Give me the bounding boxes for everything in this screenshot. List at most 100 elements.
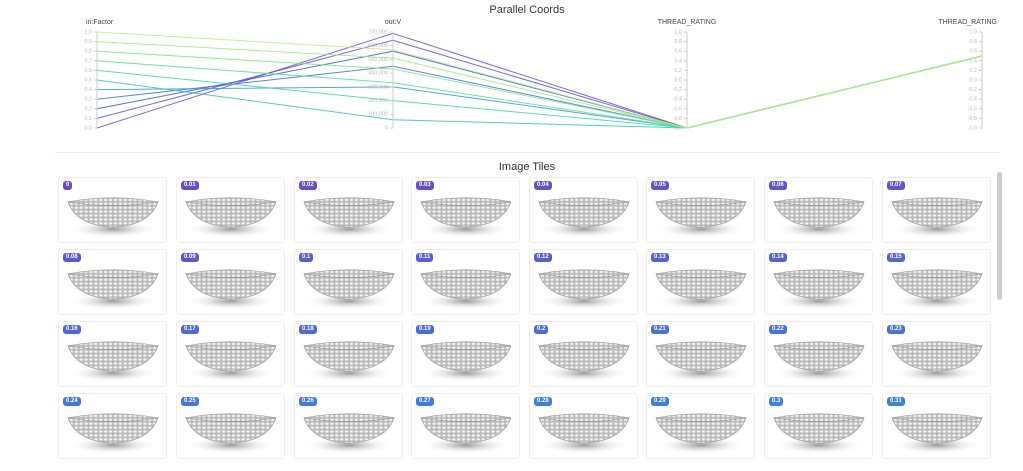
record-line [96, 55, 983, 129]
image-tile[interactable]: 0 [58, 177, 167, 243]
image-tile[interactable]: 0.16 [58, 321, 167, 387]
tile-badge: 0.25 [181, 397, 199, 406]
tile-badge: 0.11 [416, 253, 434, 262]
bowl-image [67, 413, 159, 455]
tick-label: 0.9 [84, 39, 92, 45]
tick-label: 100,000 [368, 112, 388, 118]
bowl-image [891, 269, 983, 311]
tick-label: -1.0 [673, 125, 682, 131]
tick-label: 0 [385, 125, 388, 131]
tile-badge: 0.02 [299, 181, 317, 190]
image-tile[interactable]: 0.19 [411, 321, 520, 387]
divider [55, 152, 1000, 153]
bowl-image [420, 341, 512, 383]
tick-label: 0.2 [674, 68, 682, 74]
image-tile[interactable]: 0.11 [411, 249, 520, 315]
image-tile[interactable]: 0.29 [646, 393, 755, 459]
image-tile[interactable]: 0.3 [764, 393, 873, 459]
tile-badge: 0.15 [887, 253, 905, 262]
tile-badge: 0.22 [769, 325, 787, 334]
bowl-image [773, 269, 865, 311]
tick-label: 0.0 [674, 77, 682, 83]
tick-label: 0.1 [84, 116, 92, 122]
image-tile[interactable]: 0.12 [529, 249, 638, 315]
bowl-image [773, 197, 865, 239]
record-line [96, 50, 983, 129]
image-tile[interactable]: 0.24 [58, 393, 167, 459]
tile-badge: 0 [63, 181, 73, 190]
image-tile[interactable]: 0.21 [646, 321, 755, 387]
bowl-image [185, 413, 277, 455]
bowl-image [655, 341, 747, 383]
tick-label: -0.2 [968, 87, 977, 93]
bowl-image [185, 341, 277, 383]
bowl-image [185, 197, 277, 239]
tile-badge: 0.03 [416, 181, 434, 190]
tick-label: 400,000 [368, 71, 388, 77]
image-tile[interactable]: 0.07 [882, 177, 991, 243]
image-tile[interactable]: 0.23 [882, 321, 991, 387]
tile-badge: 0.1 [299, 253, 314, 262]
image-tile[interactable]: 0.14 [764, 249, 873, 315]
tile-badge: 0.2 [534, 325, 549, 334]
image-tile[interactable]: 0.06 [764, 177, 873, 243]
tick-label: 0.0 [969, 77, 977, 83]
bowl-image [420, 269, 512, 311]
image-tile[interactable]: 0.15 [882, 249, 991, 315]
tick-label: 0.8 [969, 39, 977, 45]
tick-label: -0.8 [673, 116, 682, 122]
image-tile[interactable]: 0.17 [176, 321, 285, 387]
image-tile[interactable]: 0.09 [176, 249, 285, 315]
image-tile[interactable]: 0.04 [529, 177, 638, 243]
axis-label: THREAD_RATING [658, 19, 717, 26]
image-tile[interactable]: 0.13 [646, 249, 755, 315]
bowl-image [538, 341, 630, 383]
image-tile[interactable]: 0.08 [58, 249, 167, 315]
image-tile[interactable]: 0.02 [294, 177, 403, 243]
image-tile[interactable]: 0.25 [176, 393, 285, 459]
tick-label: -0.4 [968, 97, 977, 103]
record-line [96, 55, 983, 129]
tile-badge: 0.09 [181, 253, 199, 262]
record-line [96, 55, 983, 129]
tile-badge: 0.01 [181, 181, 199, 190]
image-tile[interactable]: 0.26 [294, 393, 403, 459]
bowl-image [67, 341, 159, 383]
chart-title: Parallel Coords [489, 4, 565, 16]
bowl-image [67, 197, 159, 239]
bowl-image [655, 269, 747, 311]
image-tile[interactable]: 0.28 [529, 393, 638, 459]
image-tile[interactable]: 0.18 [294, 321, 403, 387]
image-tile[interactable]: 0.31 [882, 393, 991, 459]
image-tile[interactable]: 0.27 [411, 393, 520, 459]
tick-label: -1.0 [968, 125, 977, 131]
bowl-image [655, 197, 747, 239]
image-tile[interactable]: 0.22 [764, 321, 873, 387]
tile-badge: 0.13 [651, 253, 669, 262]
image-tile[interactable]: 0.05 [646, 177, 755, 243]
axis-label: out:V [385, 19, 402, 26]
bowl-image [303, 413, 395, 455]
bowl-image [891, 413, 983, 455]
tick-label: 0.6 [969, 49, 977, 55]
image-tile[interactable]: 0.03 [411, 177, 520, 243]
tick-label: 1.0 [84, 29, 92, 35]
record-line [96, 31, 983, 129]
tile-badge: 0.31 [887, 397, 905, 406]
tick-label: 0.6 [84, 68, 92, 74]
tile-badge: 0.07 [887, 181, 905, 190]
tick-label: -0.2 [673, 87, 682, 93]
image-tile[interactable]: 0.2 [529, 321, 638, 387]
record-line [96, 55, 983, 129]
image-tile[interactable]: 0.01 [176, 177, 285, 243]
tick-label: 0.4 [674, 58, 682, 64]
tick-label: -0.6 [673, 106, 682, 112]
tiles-title: Image Tiles [498, 161, 556, 173]
bowl-image [891, 197, 983, 239]
tile-badge: 0.29 [651, 397, 669, 406]
bowl-image [420, 413, 512, 455]
tile-badge: 0.16 [63, 325, 81, 334]
scrollbar[interactable] [997, 172, 1002, 300]
image-tile[interactable]: 0.1 [294, 249, 403, 315]
